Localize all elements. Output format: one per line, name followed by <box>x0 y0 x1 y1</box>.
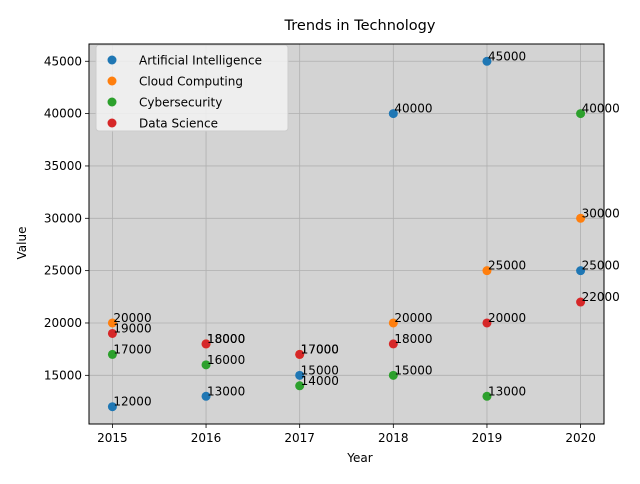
data-point <box>388 370 398 380</box>
data-point <box>107 349 117 359</box>
data-point <box>388 318 398 328</box>
data-point <box>482 391 492 401</box>
x-tick-label: 2019 <box>472 431 503 445</box>
data-label: 18000 <box>207 332 245 346</box>
data-label: 45000 <box>488 49 526 63</box>
data-point <box>482 318 492 328</box>
data-point <box>576 109 586 119</box>
legend-box <box>95 44 289 132</box>
data-label: 17000 <box>301 342 339 356</box>
data-label: 25000 <box>582 259 620 273</box>
data-point <box>201 339 211 349</box>
legend: Artificial Intelligence Cloud Computing Cy… <box>95 44 289 132</box>
x-tick-label: 2017 <box>284 431 315 445</box>
data-label: 22000 <box>582 290 620 304</box>
x-tick-label: 2020 <box>565 431 596 445</box>
data-label: 19000 <box>113 321 151 335</box>
data-label: 40000 <box>394 102 432 116</box>
data-label: 15000 <box>394 363 432 377</box>
y-tick-label: 40000 <box>44 107 82 121</box>
data-labels: 12000 13000 15000 40000 45000 25000 20000 18000… <box>113 49 619 408</box>
legend-label: Cybersecurity <box>139 96 222 110</box>
data-point <box>576 297 586 307</box>
y-axis-label: Value <box>15 227 29 260</box>
data-label: 13000 <box>207 384 245 398</box>
data-point <box>295 370 305 380</box>
data-points <box>107 56 586 412</box>
data-label: 20000 <box>394 311 432 325</box>
legend-label: Data Science <box>139 117 218 131</box>
data-point <box>107 318 117 328</box>
data-point <box>576 266 586 276</box>
data-point <box>482 56 492 66</box>
data-label: 25000 <box>488 259 526 273</box>
x-axis-ticks: 2015 2016 2017 2018 2019 2020 <box>97 424 596 445</box>
y-tick-label: 30000 <box>44 211 82 225</box>
data-point <box>482 266 492 276</box>
data-label: 20000 <box>113 311 151 325</box>
legend-label: Artificial Intelligence <box>139 54 262 68</box>
data-point <box>107 328 117 338</box>
x-tick-label: 2016 <box>191 431 222 445</box>
chart-title: Trends in Technology <box>284 18 436 34</box>
data-label: 20000 <box>488 311 526 325</box>
data-label: 17000 <box>301 342 339 356</box>
legend-marker <box>107 97 117 107</box>
data-point <box>388 109 398 119</box>
y-tick-label: 15000 <box>44 368 82 382</box>
legend-marker <box>107 76 117 86</box>
legend-marker <box>107 55 117 65</box>
data-label: 40000 <box>582 102 620 116</box>
data-point <box>576 213 586 223</box>
legend-marker <box>107 118 117 128</box>
legend-label: Cloud Computing <box>139 75 243 89</box>
y-tick-label: 45000 <box>44 54 82 68</box>
data-label: 14000 <box>301 374 339 388</box>
x-axis-label: Year <box>346 451 372 465</box>
data-point <box>388 339 398 349</box>
plot-frame <box>88 43 605 425</box>
x-tick-label: 2018 <box>378 431 409 445</box>
y-tick-label: 20000 <box>44 316 82 330</box>
y-axis-ticks: 15000 20000 25000 30000 35000 40000 45000 <box>44 54 89 382</box>
y-tick-label: 25000 <box>44 264 82 278</box>
data-label: 12000 <box>113 395 151 409</box>
data-point <box>201 360 211 370</box>
data-point <box>107 402 117 412</box>
data-point <box>201 391 211 401</box>
data-point <box>295 381 305 391</box>
data-label: 30000 <box>582 206 620 220</box>
data-label: 16000 <box>207 353 245 367</box>
data-label: 15000 <box>301 363 339 377</box>
x-tick-label: 2015 <box>97 431 128 445</box>
y-tick-label: 35000 <box>44 159 82 173</box>
data-point <box>295 349 305 359</box>
data-label: 17000 <box>113 342 151 356</box>
data-label: 13000 <box>488 384 526 398</box>
data-label: 18000 <box>207 332 245 346</box>
data-label: 18000 <box>394 332 432 346</box>
